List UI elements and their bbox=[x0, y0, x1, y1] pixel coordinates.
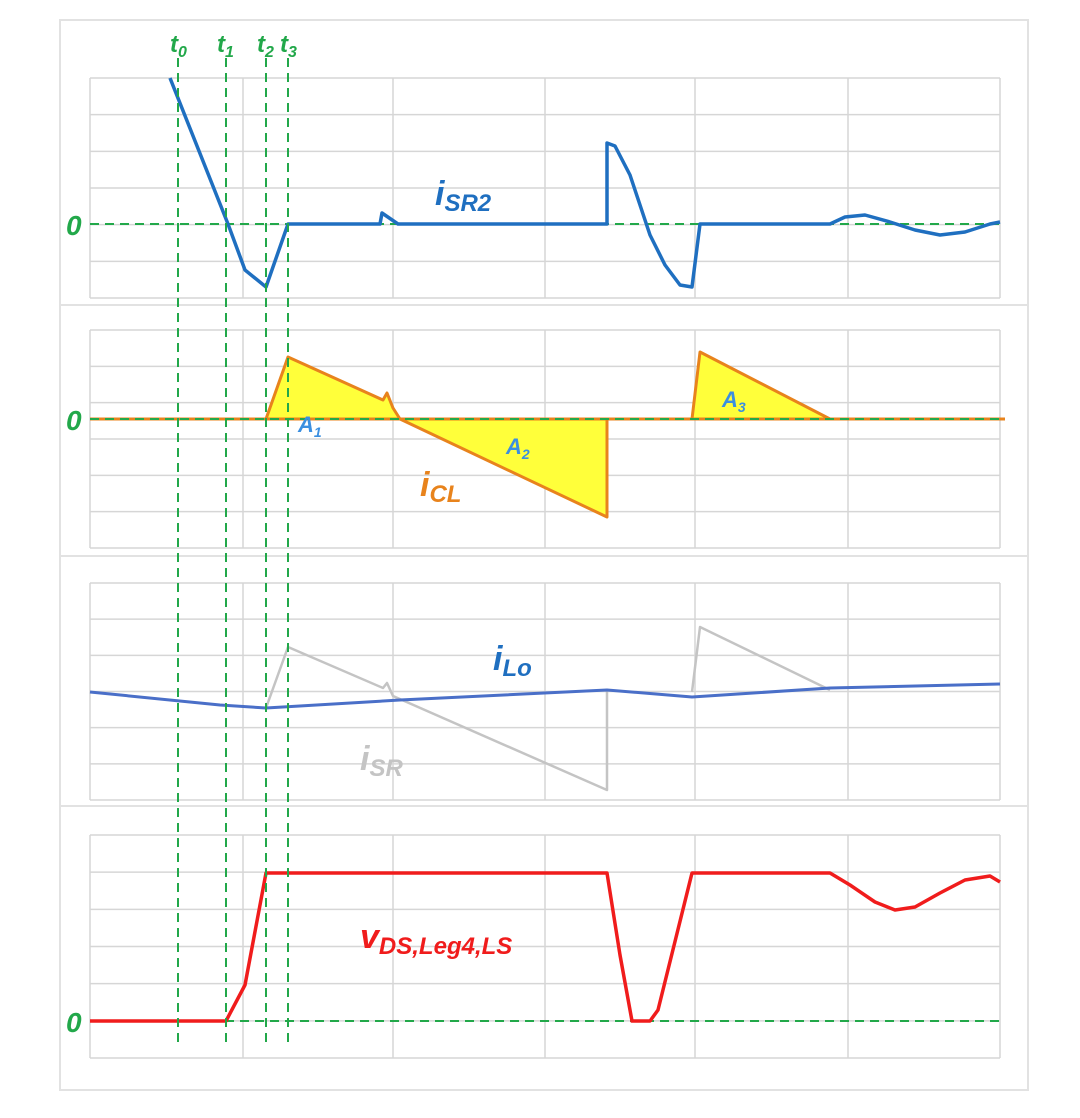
isr2-waveform bbox=[168, 77, 1001, 289]
zero-label: 0 bbox=[66, 210, 82, 241]
panel-icl: A1 A2 A3 iCL 0 bbox=[66, 350, 1005, 519]
ilo-label: iLo bbox=[493, 640, 532, 682]
t2-label: t2 bbox=[257, 31, 274, 61]
zero-label: 0 bbox=[66, 405, 82, 436]
panel-isr2: iSR2 0 bbox=[66, 77, 1005, 289]
t1-label: t1 bbox=[217, 31, 234, 61]
zero-label: 0 bbox=[66, 1007, 82, 1038]
area-a1-label: A1 bbox=[297, 412, 322, 440]
time-markers: t0 t1 t2 t3 bbox=[170, 31, 297, 1048]
panel-vds: vDS,Leg4,LS 0 bbox=[66, 871, 1005, 1038]
isr2-label: iSR2 bbox=[435, 175, 492, 217]
vds-label: vDS,Leg4,LS bbox=[360, 918, 512, 960]
isr-waveform bbox=[264, 645, 609, 792]
isr-waveform bbox=[690, 625, 831, 693]
t3-label: t3 bbox=[280, 31, 297, 61]
area-a3-label: A3 bbox=[721, 387, 746, 415]
panel-ilo-isr: iLo iSR bbox=[89, 625, 1001, 792]
isr-label: iSR bbox=[360, 740, 403, 782]
ilo-waveform bbox=[89, 682, 1001, 710]
area-a2-label: A2 bbox=[505, 434, 530, 462]
t0-label: t0 bbox=[170, 31, 187, 61]
area-a3 bbox=[690, 350, 832, 421]
icl-label: iCL bbox=[420, 466, 461, 508]
